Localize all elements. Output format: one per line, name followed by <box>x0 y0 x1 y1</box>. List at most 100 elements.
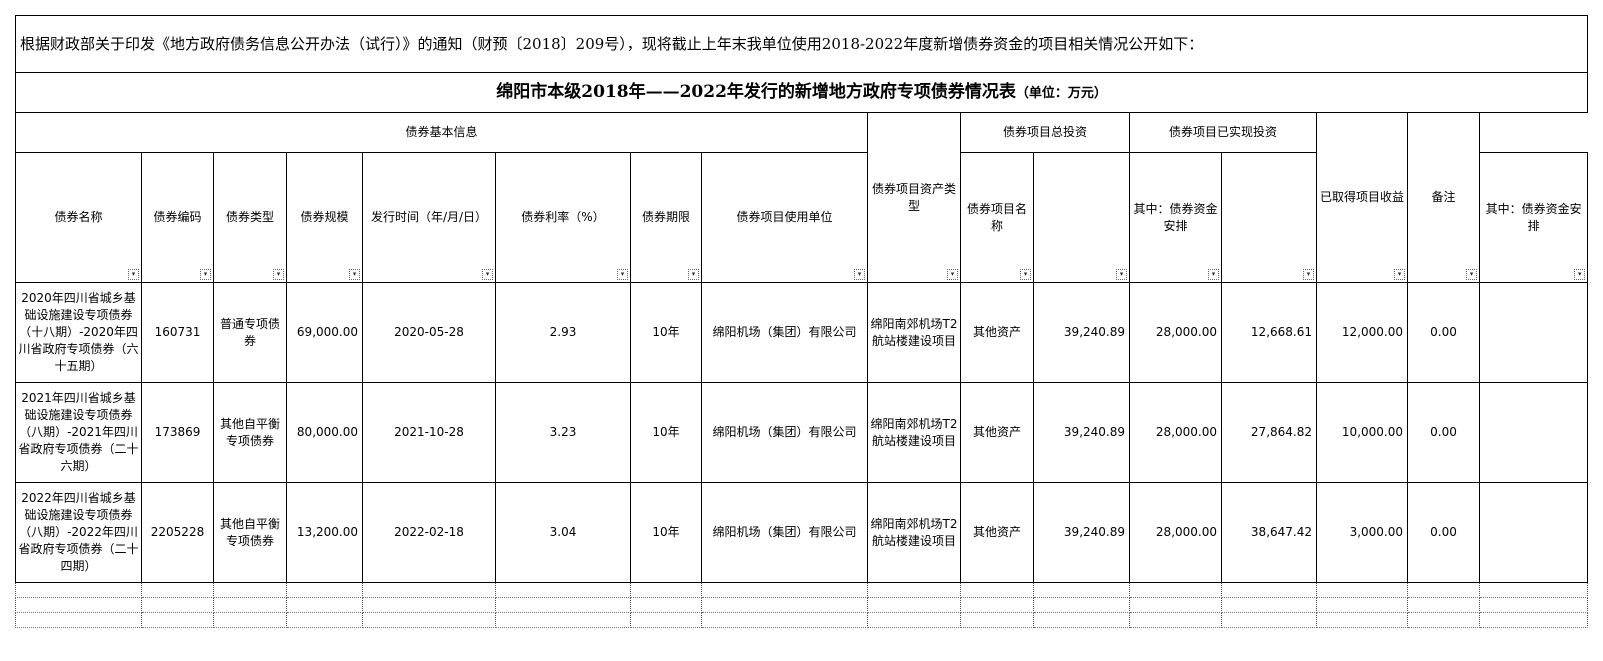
dropdown-filter-icon[interactable]: ▾ <box>1303 269 1314 280</box>
cell-term[interactable]: 10年 <box>630 382 702 483</box>
cell-name[interactable]: 2022年四川省城乡基础设施建设专项债券（八期）-2022年四川省政府专项债券（… <box>15 482 142 583</box>
cell-rate[interactable]: 3.23 <box>495 382 631 483</box>
cell-scale[interactable]: 13,200.00 <box>286 482 363 583</box>
cell-unit[interactable]: 绵阳机场（集团）有限公司 <box>701 282 868 383</box>
dropdown-filter-icon[interactable]: ▾ <box>947 269 958 280</box>
cell-name[interactable]: 2021年四川省城乡基础设施建设专项债券（八期）-2021年四川省政府专项债券（… <box>15 382 142 483</box>
empty-cell[interactable] <box>701 612 868 628</box>
cell-realized[interactable]: 27,864.82 <box>1221 382 1317 483</box>
cell-type[interactable]: 其他自平衡专项债券 <box>213 382 287 483</box>
dropdown-filter-icon[interactable]: ▾ <box>1116 269 1127 280</box>
cell-realized-bond[interactable]: 10,000.00 <box>1316 382 1408 483</box>
cell-rate[interactable]: 3.04 <box>495 482 631 583</box>
dropdown-filter-icon[interactable]: ▾ <box>1020 269 1031 280</box>
empty-cell[interactable] <box>1221 582 1317 598</box>
cell-scale[interactable]: 80,000.00 <box>286 382 363 483</box>
dropdown-filter-icon[interactable]: ▾ <box>1208 269 1219 280</box>
cell-project[interactable]: 绵阳南郊机场T2航站楼建设项目 <box>867 482 961 583</box>
cell-remark[interactable] <box>1478 282 1589 383</box>
empty-cell[interactable] <box>495 612 631 628</box>
empty-cell[interactable] <box>1033 612 1130 628</box>
empty-cell[interactable] <box>15 612 142 628</box>
dropdown-filter-icon[interactable]: ▾ <box>1574 269 1586 280</box>
empty-cell[interactable] <box>960 582 1034 598</box>
cell-income[interactable]: 0.00 <box>1407 282 1480 383</box>
empty-cell[interactable] <box>1033 597 1130 613</box>
dropdown-filter-icon[interactable]: ▾ <box>854 269 865 280</box>
empty-cell[interactable] <box>1478 597 1589 613</box>
cell-scale[interactable]: 69,000.00 <box>286 282 363 383</box>
empty-cell[interactable] <box>141 582 214 598</box>
cell-total-bond[interactable]: 28,000.00 <box>1129 482 1222 583</box>
cell-code[interactable]: 160731 <box>141 282 214 383</box>
empty-cell[interactable] <box>960 612 1034 628</box>
empty-cell[interactable] <box>867 612 961 628</box>
cell-term[interactable]: 10年 <box>630 482 702 583</box>
cell-code[interactable]: 173869 <box>141 382 214 483</box>
dropdown-filter-icon[interactable]: ▾ <box>1466 269 1477 280</box>
empty-cell[interactable] <box>213 597 287 613</box>
empty-cell[interactable] <box>1316 612 1408 628</box>
empty-cell[interactable] <box>141 597 214 613</box>
empty-cell[interactable] <box>286 612 363 628</box>
cell-asset[interactable]: 其他资产 <box>960 482 1034 583</box>
empty-cell[interactable] <box>362 612 496 628</box>
empty-cell[interactable] <box>1221 612 1317 628</box>
dropdown-filter-icon[interactable]: ▾ <box>1394 269 1405 280</box>
empty-cell[interactable] <box>1129 612 1222 628</box>
empty-cell[interactable] <box>701 597 868 613</box>
empty-cell[interactable] <box>1478 582 1589 598</box>
cell-unit[interactable]: 绵阳机场（集团）有限公司 <box>701 482 868 583</box>
empty-cell[interactable] <box>141 612 214 628</box>
empty-cell[interactable] <box>1316 582 1408 598</box>
cell-realized-bond[interactable]: 12,000.00 <box>1316 282 1408 383</box>
cell-remark[interactable] <box>1478 382 1589 483</box>
cell-income[interactable]: 0.00 <box>1407 482 1480 583</box>
cell-realized[interactable]: 38,647.42 <box>1221 482 1317 583</box>
cell-project[interactable]: 绵阳南郊机场T2航站楼建设项目 <box>867 382 961 483</box>
dropdown-filter-icon[interactable]: ▾ <box>128 269 139 280</box>
cell-total-bond[interactable]: 28,000.00 <box>1129 382 1222 483</box>
empty-cell[interactable] <box>213 582 287 598</box>
dropdown-filter-icon[interactable]: ▾ <box>617 269 628 280</box>
cell-total[interactable]: 39,240.89 <box>1033 482 1130 583</box>
cell-project[interactable]: 绵阳南郊机场T2航站楼建设项目 <box>867 282 961 383</box>
empty-cell[interactable] <box>1221 597 1317 613</box>
cell-remark[interactable] <box>1478 482 1589 583</box>
cell-asset[interactable]: 其他资产 <box>960 282 1034 383</box>
cell-realized[interactable]: 12,668.61 <box>1221 282 1317 383</box>
empty-cell[interactable] <box>960 597 1034 613</box>
empty-cell[interactable] <box>15 582 142 598</box>
empty-cell[interactable] <box>1407 597 1480 613</box>
cell-rate[interactable]: 2.93 <box>495 282 631 383</box>
empty-cell[interactable] <box>495 597 631 613</box>
empty-cell[interactable] <box>630 582 702 598</box>
cell-total[interactable]: 39,240.89 <box>1033 382 1130 483</box>
empty-cell[interactable] <box>1033 582 1130 598</box>
empty-cell[interactable] <box>362 582 496 598</box>
empty-cell[interactable] <box>630 597 702 613</box>
cell-total[interactable]: 39,240.89 <box>1033 282 1130 383</box>
cell-asset[interactable]: 其他资产 <box>960 382 1034 483</box>
cell-total-bond[interactable]: 28,000.00 <box>1129 282 1222 383</box>
empty-cell[interactable] <box>1129 582 1222 598</box>
empty-cell[interactable] <box>15 597 142 613</box>
cell-name[interactable]: 2020年四川省城乡基础设施建设专项债券（十八期）-2020年四川省政府专项债券… <box>15 282 142 383</box>
empty-cell[interactable] <box>867 582 961 598</box>
cell-type[interactable]: 普通专项债券 <box>213 282 287 383</box>
dropdown-filter-icon[interactable]: ▾ <box>482 269 493 280</box>
empty-cell[interactable] <box>1478 612 1589 628</box>
empty-cell[interactable] <box>867 597 961 613</box>
cell-realized-bond[interactable]: 3,000.00 <box>1316 482 1408 583</box>
dropdown-filter-icon[interactable]: ▾ <box>349 269 360 280</box>
cell-unit[interactable]: 绵阳机场（集团）有限公司 <box>701 382 868 483</box>
cell-code[interactable]: 2205228 <box>141 482 214 583</box>
empty-cell[interactable] <box>286 582 363 598</box>
empty-cell[interactable] <box>213 612 287 628</box>
empty-cell[interactable] <box>1129 597 1222 613</box>
dropdown-filter-icon[interactable]: ▾ <box>200 269 211 280</box>
empty-cell[interactable] <box>286 597 363 613</box>
empty-cell[interactable] <box>1407 582 1480 598</box>
empty-cell[interactable] <box>701 582 868 598</box>
cell-date[interactable]: 2022-02-18 <box>362 482 496 583</box>
